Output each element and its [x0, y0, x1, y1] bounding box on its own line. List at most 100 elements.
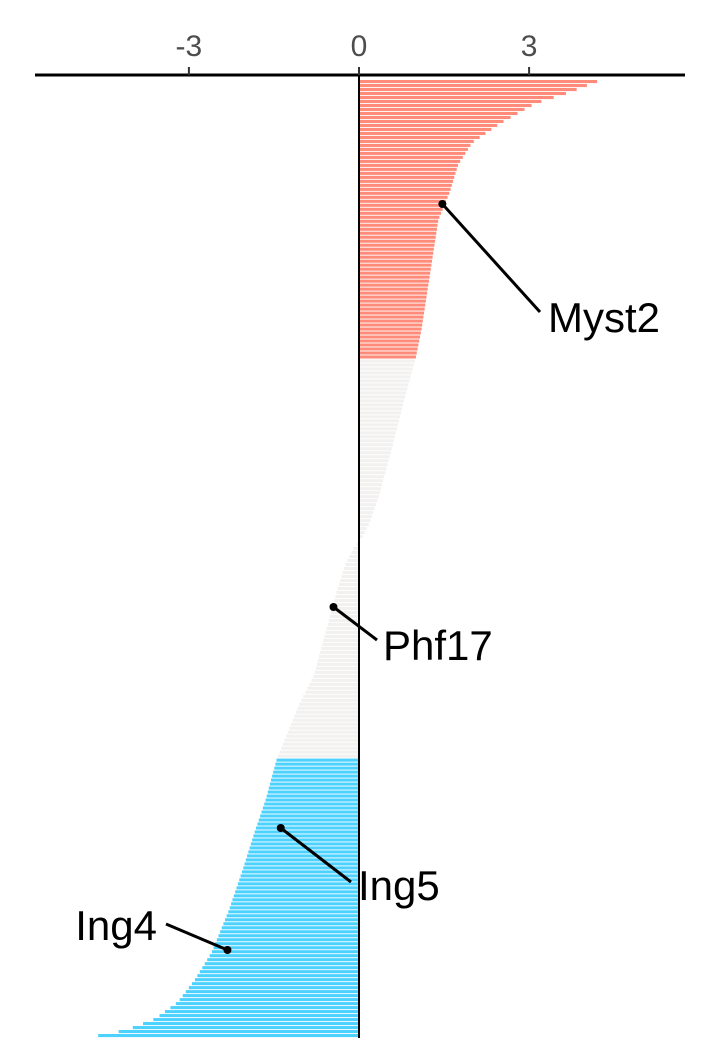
- bar: [322, 642, 359, 646]
- bar: [292, 718, 359, 722]
- bar: [359, 251, 434, 255]
- annotation-label: Ing4: [75, 902, 157, 949]
- bar: [269, 782, 359, 786]
- bar: [347, 559, 359, 563]
- bar: [232, 898, 359, 902]
- bar: [264, 802, 359, 806]
- bar: [359, 299, 426, 303]
- bar: [359, 279, 429, 283]
- bar: [213, 946, 359, 950]
- bar: [359, 319, 423, 323]
- bar: [359, 379, 410, 383]
- bar: [334, 598, 359, 603]
- x-tick-label: 3: [521, 30, 538, 63]
- bar: [153, 1018, 359, 1022]
- bar: [359, 135, 480, 139]
- bar: [359, 491, 380, 495]
- bar: [359, 303, 426, 307]
- bar: [341, 574, 359, 579]
- bar: [237, 882, 359, 886]
- bar: [359, 235, 436, 239]
- bar: [282, 742, 359, 746]
- bar: [359, 263, 432, 267]
- bar: [218, 934, 359, 938]
- bar: [279, 750, 359, 754]
- bar: [359, 403, 403, 407]
- bar: [359, 119, 504, 124]
- bar: [359, 239, 436, 243]
- bar: [359, 203, 445, 207]
- annotation-leader-line: [279, 826, 352, 884]
- bar: [359, 139, 474, 143]
- bar: [359, 283, 429, 287]
- bar: [359, 395, 406, 399]
- bar: [359, 243, 435, 247]
- bar: [359, 227, 437, 231]
- bar: [276, 758, 359, 762]
- bar: [359, 367, 413, 371]
- bar: [359, 199, 446, 203]
- bar: [272, 774, 359, 778]
- bar: [295, 710, 359, 714]
- bar: [281, 746, 359, 750]
- bar: [359, 87, 577, 92]
- bar: [359, 391, 407, 395]
- bar: [244, 862, 359, 866]
- bar: [359, 475, 385, 479]
- bar: [359, 271, 431, 275]
- annotation-leader-line: [165, 922, 229, 952]
- bar: [359, 179, 454, 183]
- bar: [320, 650, 359, 654]
- bar: [303, 694, 359, 698]
- bar: [359, 347, 418, 351]
- bar: [314, 670, 359, 674]
- bar: [359, 295, 427, 299]
- bar: [359, 115, 511, 120]
- bar: [335, 594, 359, 599]
- annotations-group: Myst2 Phf17 Ing5 Ing4: [75, 200, 660, 954]
- bar: [359, 215, 440, 219]
- bar: [359, 371, 412, 375]
- bar: [359, 515, 372, 519]
- bar: [319, 654, 359, 658]
- bar: [359, 375, 411, 379]
- bar: [207, 958, 359, 962]
- bar: [328, 618, 359, 622]
- annotation-label: Phf17: [383, 622, 493, 669]
- bar: [359, 191, 450, 195]
- bar: [343, 566, 359, 571]
- bar: [359, 455, 390, 459]
- bar: [294, 714, 359, 718]
- bar: [359, 487, 381, 491]
- bar: [216, 938, 359, 942]
- bar: [359, 107, 525, 112]
- bar: [359, 259, 433, 263]
- bar: [223, 922, 359, 926]
- bar: [359, 255, 433, 259]
- bar: [359, 503, 376, 507]
- bar: [313, 674, 359, 678]
- bar: [359, 151, 466, 155]
- bar: [191, 982, 359, 986]
- annotation-point: [223, 946, 232, 954]
- bar: [359, 471, 386, 475]
- bar: [321, 646, 359, 650]
- bar: [359, 435, 395, 439]
- bar: [240, 874, 359, 878]
- bar: [359, 211, 442, 215]
- bar: [359, 331, 421, 335]
- bar: [170, 1006, 359, 1010]
- bar: [179, 998, 359, 1002]
- bar: [349, 555, 359, 559]
- bar: [327, 622, 359, 626]
- bar: [132, 1026, 359, 1030]
- bar: [359, 143, 471, 147]
- bar: [359, 99, 542, 104]
- annotation-point: [276, 824, 285, 832]
- bar: [287, 730, 359, 734]
- bar: [185, 990, 359, 994]
- bar: [228, 910, 359, 914]
- bar: [359, 323, 423, 327]
- bar: [243, 866, 359, 870]
- bar: [359, 147, 468, 151]
